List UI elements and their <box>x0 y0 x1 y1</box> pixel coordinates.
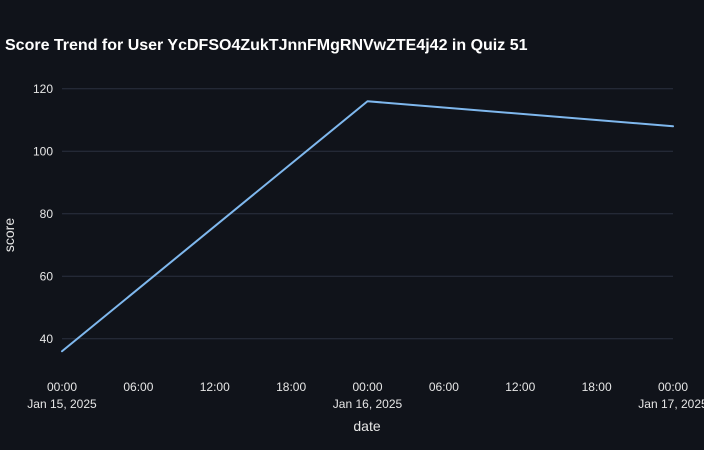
x-axis-title: date <box>353 418 380 434</box>
x-tick-label: 06:00 <box>123 380 153 394</box>
x-tick-date-label: Jan 15, 2025 <box>27 397 97 411</box>
y-tick-label: 120 <box>33 82 53 96</box>
y-tick-label: 80 <box>40 207 54 221</box>
x-tick-label: 12:00 <box>505 380 535 394</box>
x-tick-label: 06:00 <box>429 380 459 394</box>
x-tick-date-label: Jan 17, 2025 <box>638 397 704 411</box>
y-tick-label: 40 <box>40 332 54 346</box>
y-axis-ticks: 40 60 80 100 120 <box>33 82 53 346</box>
x-tick-label: 18:00 <box>276 380 306 394</box>
x-axis-ticks: 00:00 Jan 15, 2025 06:00 12:00 18:00 00:00 Jan… <box>27 380 704 411</box>
grid-lines <box>62 88 673 340</box>
series-line <box>61 100 674 353</box>
y-axis-title: score <box>1 218 17 252</box>
y-tick-label: 60 <box>40 269 54 283</box>
x-tick-label: 00:00 <box>352 380 382 394</box>
y-tick-label: 100 <box>33 144 53 158</box>
series-layer <box>61 100 674 353</box>
x-tick-date-label: Jan 16, 2025 <box>333 397 403 411</box>
chart-title: Score Trend for User YcDFSO4ZukTJnnFMgRN… <box>5 37 528 54</box>
x-tick-label: 18:00 <box>582 380 612 394</box>
x-tick-label: 00:00 <box>658 380 688 394</box>
x-tick-label: 00:00 <box>47 380 77 394</box>
x-tick-label: 12:00 <box>200 380 230 394</box>
